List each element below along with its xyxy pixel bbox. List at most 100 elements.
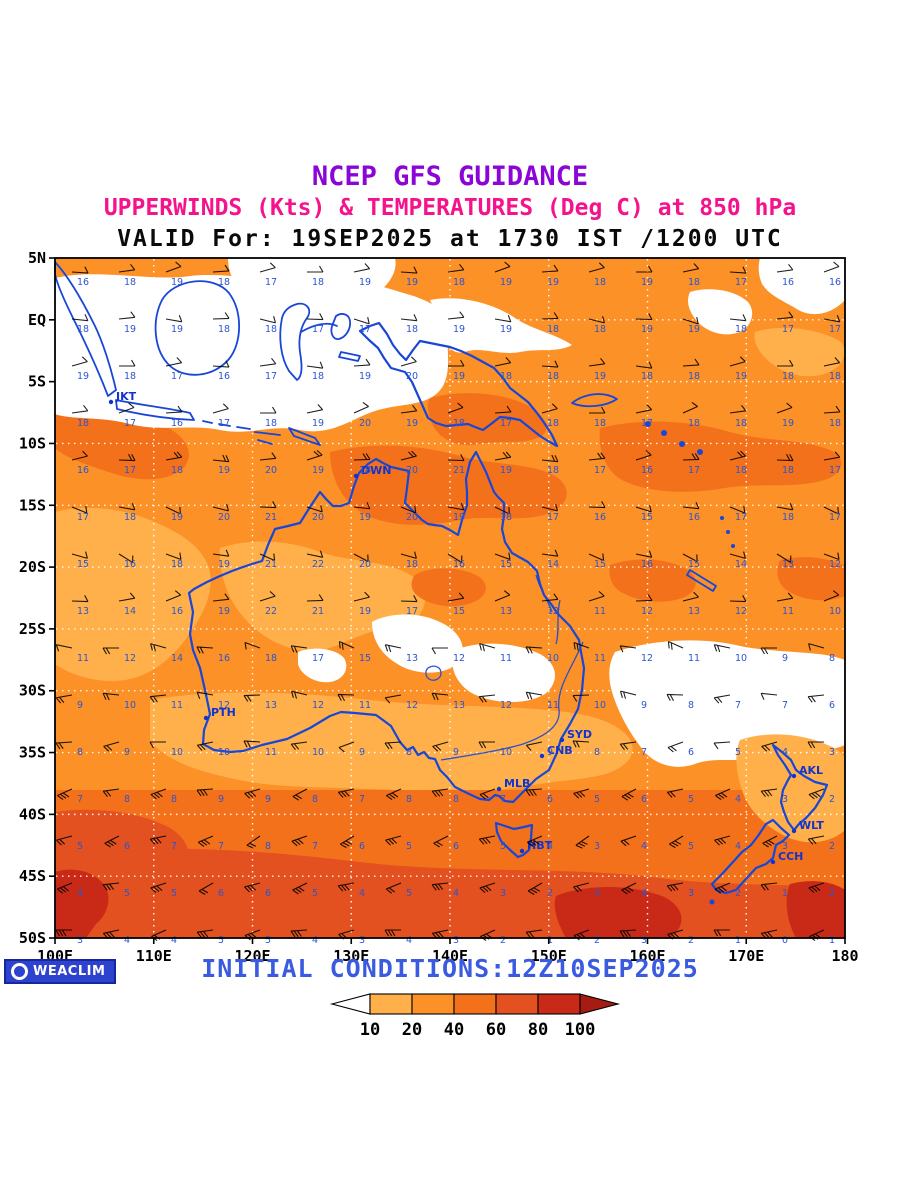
stewart-island xyxy=(709,899,715,905)
svg-text:2: 2 xyxy=(829,888,835,899)
svg-text:18: 18 xyxy=(735,324,747,335)
svg-text:CCH: CCH xyxy=(778,850,803,863)
svg-text:10: 10 xyxy=(218,747,230,758)
svg-text:8: 8 xyxy=(171,794,177,805)
svg-text:5: 5 xyxy=(406,888,412,899)
svg-text:11: 11 xyxy=(782,606,794,617)
svg-text:22: 22 xyxy=(312,559,324,570)
svg-text:4: 4 xyxy=(406,935,412,946)
svg-text:18: 18 xyxy=(500,371,512,382)
svg-text:8: 8 xyxy=(406,747,412,758)
borneo-coastline xyxy=(154,280,240,376)
svg-text:12: 12 xyxy=(406,700,418,711)
svg-text:16: 16 xyxy=(641,465,653,476)
svg-text:17: 17 xyxy=(829,465,841,476)
svg-text:12: 12 xyxy=(641,653,653,664)
svg-text:18: 18 xyxy=(735,465,747,476)
field-title: UPPERWINDS (Kts) & TEMPERATURES (Deg C) … xyxy=(103,195,797,221)
initial-conditions-text: INITIAL CONDITIONS:12Z10SEP2025 xyxy=(201,954,699,983)
svg-text:4: 4 xyxy=(77,888,83,899)
svg-text:18: 18 xyxy=(782,371,794,382)
svg-text:18: 18 xyxy=(124,371,136,382)
svg-text:14: 14 xyxy=(547,559,559,570)
svg-text:7: 7 xyxy=(641,747,647,758)
svg-text:8: 8 xyxy=(406,794,412,805)
svg-text:15S: 15S xyxy=(19,496,46,514)
svg-text:19: 19 xyxy=(453,512,465,523)
svg-text:17: 17 xyxy=(124,465,136,476)
svg-text:18: 18 xyxy=(218,324,230,335)
halmahera-coastline xyxy=(330,313,352,340)
svg-text:7: 7 xyxy=(500,794,506,805)
svg-text:12: 12 xyxy=(218,700,230,711)
svg-text:20: 20 xyxy=(312,512,324,523)
svg-text:19: 19 xyxy=(500,277,512,288)
svg-text:20: 20 xyxy=(218,512,230,523)
new-caledonia-coastline xyxy=(686,569,717,592)
svg-text:18: 18 xyxy=(641,371,653,382)
svg-text:6: 6 xyxy=(265,888,271,899)
svg-text:9: 9 xyxy=(359,747,365,758)
svg-text:MLB: MLB xyxy=(504,777,530,790)
svg-text:8: 8 xyxy=(124,794,130,805)
model-title: NCEP GFS GUIDANCE xyxy=(311,161,589,192)
svg-text:19: 19 xyxy=(171,324,183,335)
svg-text:17: 17 xyxy=(312,653,324,664)
nz-south-island-coastline xyxy=(710,818,791,895)
svg-text:30S: 30S xyxy=(19,682,46,700)
svg-text:16: 16 xyxy=(688,512,700,523)
new-guinea-coastline xyxy=(358,321,559,448)
svg-text:19: 19 xyxy=(453,371,465,382)
svg-text:8: 8 xyxy=(829,653,835,664)
svg-text:WLT: WLT xyxy=(799,819,824,832)
svg-text:7: 7 xyxy=(171,841,177,852)
svg-text:16: 16 xyxy=(453,559,465,570)
svg-text:6: 6 xyxy=(547,794,553,805)
svg-text:17: 17 xyxy=(77,512,89,523)
svg-text:2: 2 xyxy=(594,935,600,946)
svg-text:21: 21 xyxy=(265,559,277,570)
svg-text:160E: 160E xyxy=(629,947,665,965)
svg-text:5: 5 xyxy=(735,747,741,758)
svg-text:20: 20 xyxy=(402,1020,422,1040)
svg-text:11: 11 xyxy=(171,700,183,711)
svg-text:18: 18 xyxy=(312,371,324,382)
svg-text:6: 6 xyxy=(453,841,459,852)
new-britain-coastline xyxy=(571,393,618,408)
svg-text:6: 6 xyxy=(641,794,647,805)
svg-text:15: 15 xyxy=(594,559,606,570)
svg-text:4: 4 xyxy=(641,841,647,852)
svg-text:130E: 130E xyxy=(333,947,369,965)
svg-text:11: 11 xyxy=(594,606,606,617)
svg-text:3: 3 xyxy=(77,935,83,946)
svg-text:19: 19 xyxy=(500,465,512,476)
svg-text:CNB: CNB xyxy=(547,744,573,757)
svg-text:20: 20 xyxy=(406,512,418,523)
svg-text:7: 7 xyxy=(312,841,318,852)
svg-text:9: 9 xyxy=(124,747,130,758)
svg-text:11: 11 xyxy=(688,653,700,664)
svg-text:17: 17 xyxy=(265,371,277,382)
java-coastline xyxy=(115,399,195,421)
svg-text:11: 11 xyxy=(547,700,559,711)
svg-text:16: 16 xyxy=(218,653,230,664)
svg-text:7: 7 xyxy=(218,841,224,852)
svg-text:170E: 170E xyxy=(728,947,764,965)
weaclim-logo-icon xyxy=(11,963,28,980)
svg-text:10: 10 xyxy=(171,747,183,758)
svg-text:11: 11 xyxy=(265,747,277,758)
svg-text:100: 100 xyxy=(565,1020,596,1040)
svg-text:4: 4 xyxy=(171,935,177,946)
svg-text:17: 17 xyxy=(359,324,371,335)
svg-text:5S: 5S xyxy=(28,373,46,391)
seram-coastline xyxy=(338,351,361,362)
lesser-sunda-islands xyxy=(202,420,281,445)
tasmania-coastline xyxy=(494,821,534,859)
svg-text:40: 40 xyxy=(444,1020,464,1040)
svg-text:12: 12 xyxy=(500,700,512,711)
svg-text:6: 6 xyxy=(359,841,365,852)
svg-text:7: 7 xyxy=(77,794,83,805)
svg-text:14: 14 xyxy=(124,606,136,617)
svg-text:DWN: DWN xyxy=(361,464,391,477)
svg-text:2: 2 xyxy=(735,888,741,899)
